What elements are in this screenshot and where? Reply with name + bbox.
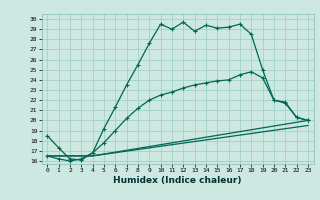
X-axis label: Humidex (Indice chaleur): Humidex (Indice chaleur) bbox=[113, 176, 242, 185]
